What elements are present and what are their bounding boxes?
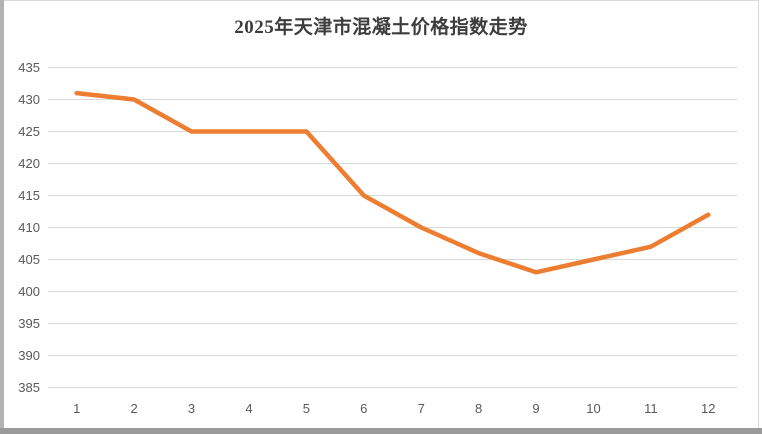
x-tick-label: 8 — [475, 401, 482, 416]
left-border — [0, 0, 4, 434]
x-tick-label: 2 — [131, 401, 138, 416]
right-border — [758, 0, 759, 429]
x-tick-label: 9 — [532, 401, 539, 416]
y-tick-label: 405 — [18, 252, 40, 267]
y-tick-label: 430 — [18, 92, 40, 107]
x-tick-label: 10 — [586, 401, 600, 416]
bottom-border — [0, 428, 762, 434]
y-tick-label: 435 — [18, 60, 40, 75]
x-tick-label: 11 — [644, 401, 658, 416]
x-tick-label: 1 — [73, 401, 80, 416]
y-tick-label: 420 — [18, 156, 40, 171]
top-border — [4, 0, 759, 1]
y-tick-label: 395 — [18, 316, 40, 331]
y-tick-label: 385 — [18, 380, 40, 395]
x-tick-label: 3 — [188, 401, 195, 416]
y-tick-label: 415 — [18, 188, 40, 203]
y-tick-label: 410 — [18, 220, 40, 235]
x-tick-label: 6 — [360, 401, 367, 416]
price-index-line — [74, 90, 711, 275]
x-tick-label: 5 — [303, 401, 310, 416]
y-tick-label: 425 — [18, 124, 40, 139]
y-tick-label: 400 — [18, 284, 40, 299]
chart-title: 2025年天津市混凝土价格指数走势 — [234, 17, 528, 38]
x-tick-label: 7 — [418, 401, 425, 416]
x-tick-label: 12 — [701, 401, 715, 416]
x-tick-label: 4 — [245, 401, 252, 416]
y-tick-label: 390 — [18, 348, 40, 363]
